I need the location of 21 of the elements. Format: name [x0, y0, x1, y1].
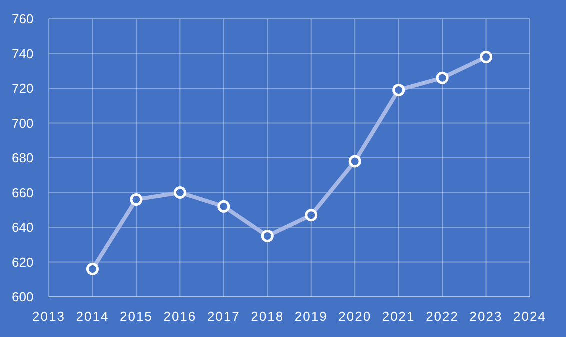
- y-tick-label: 600: [12, 290, 34, 305]
- y-tick-label: 640: [12, 220, 34, 236]
- x-tick-label: 2021: [382, 309, 416, 324]
- y-tick-label: 740: [12, 46, 34, 62]
- y-tick-label: 760: [12, 12, 34, 27]
- x-tick-label: 2013: [32, 309, 66, 324]
- x-tick-label: 2024: [514, 309, 546, 324]
- x-tick-label: 2014: [76, 309, 110, 324]
- x-tick-label: 2018: [251, 309, 284, 324]
- x-tick-label: 2019: [294, 309, 328, 324]
- y-tick-label: 620: [12, 254, 34, 270]
- y-tick-label: 720: [12, 81, 34, 96]
- x-tick-label: 2022: [426, 309, 460, 324]
- y-tick-label: 680: [12, 150, 34, 166]
- y-tick-label: 660: [12, 185, 34, 200]
- x-tick-label: 2017: [207, 309, 240, 324]
- x-tick-label: 2023: [470, 309, 503, 324]
- x-tick-label: 2020: [338, 309, 372, 324]
- x-tick-label: 2015: [120, 309, 153, 324]
- y-tick-label: 700: [12, 116, 34, 131]
- x-tick-label: 2016: [164, 309, 197, 324]
